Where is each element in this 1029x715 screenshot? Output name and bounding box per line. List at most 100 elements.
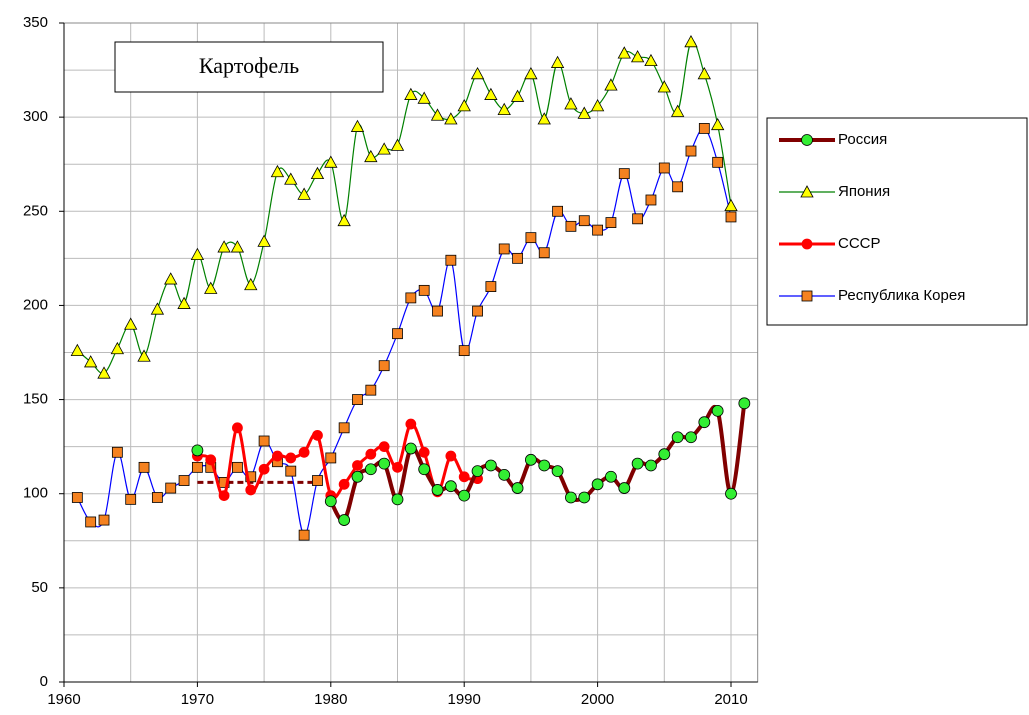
point [312,429,323,441]
point [190,247,205,260]
point [365,448,377,460]
point [710,117,725,131]
point [150,302,165,315]
point [338,514,351,526]
point [324,495,337,508]
series [71,123,737,541]
point [245,471,257,483]
point [111,446,123,458]
point [325,452,337,464]
point [605,217,617,228]
y-tick-label: 300 [23,108,48,125]
point [550,55,565,68]
point [377,142,391,155]
point [165,482,177,494]
point [497,102,511,116]
point [245,484,257,496]
point [70,343,85,357]
point [592,224,603,236]
y-tick-label: 150 [23,391,48,408]
chart-title: Картофель [199,53,299,78]
point [738,397,751,410]
point [658,448,671,461]
point [538,247,550,259]
legend-box [766,117,1028,326]
point [97,366,111,379]
point [191,444,204,457]
point [364,149,378,163]
point [364,463,377,476]
point [418,463,431,476]
point [458,471,470,483]
point [298,529,310,541]
point [578,215,590,227]
x-tick-label: 2000 [581,691,614,708]
point [725,211,737,223]
legend-marker [801,238,813,250]
point [484,87,498,100]
point [352,394,363,405]
legend-marker [800,185,814,198]
point [524,67,538,80]
point [630,50,645,63]
point [284,172,298,185]
point [405,292,417,304]
point [631,457,644,470]
point [378,441,390,453]
point [485,281,497,293]
point [392,328,403,340]
point [525,232,537,244]
legend-label: Россия [838,131,887,148]
point [232,461,243,473]
point [618,482,631,494]
point [218,477,230,488]
point [498,468,511,481]
point [510,89,525,102]
point [445,450,457,462]
point [418,446,430,458]
point [244,277,258,291]
y-tick-label: 0 [40,673,48,690]
legend-label: СССР [838,235,881,252]
point [671,431,684,444]
point [618,168,630,180]
point [458,345,470,357]
title-box [114,41,384,93]
point [645,194,657,206]
point [138,461,150,473]
point [431,484,444,496]
point [337,213,351,227]
series [70,34,738,379]
legend-marker [801,134,813,146]
point [537,112,551,125]
point [445,254,457,266]
point [470,67,485,80]
point [378,457,391,470]
point [591,478,604,491]
point [657,80,671,93]
point [604,78,618,91]
point [471,465,484,478]
point [258,435,270,447]
y-tick-label: 100 [23,485,48,502]
point [684,34,698,48]
point [565,220,577,232]
point [178,475,190,486]
point [417,91,431,104]
point [472,305,483,317]
point [444,480,457,493]
point [430,108,445,121]
point [632,213,644,225]
point [511,482,524,494]
series [191,397,751,526]
point [218,490,230,501]
y-tick-label: 200 [23,296,48,313]
point [98,514,110,526]
point [458,489,471,502]
point [552,205,563,217]
point [85,516,97,528]
point [697,67,711,80]
point [590,99,605,112]
point [177,296,191,309]
